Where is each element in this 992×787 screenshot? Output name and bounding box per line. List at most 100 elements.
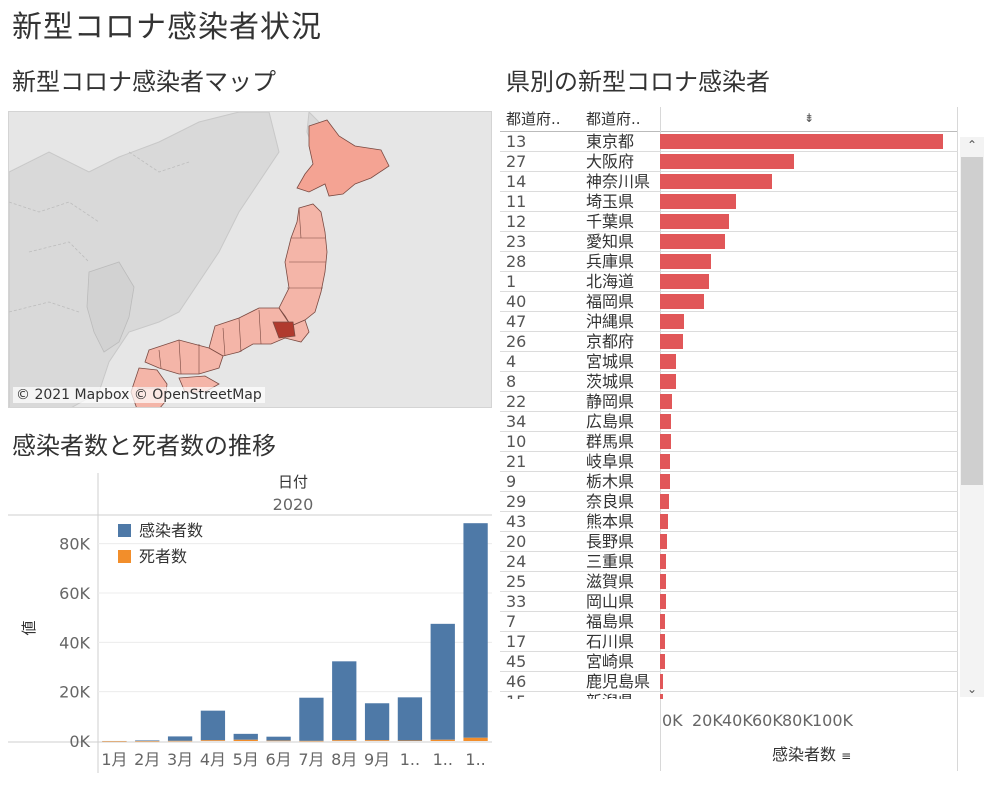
- table-row[interactable]: 46 鹿児島県: [500, 672, 958, 692]
- infection-bar[interactable]: [660, 574, 666, 589]
- table-row[interactable]: 13 東京都: [500, 132, 958, 152]
- trend-chart-svg[interactable]: 日付 2020 0K 20K 40K 60K 80K 値 1月 2月 3月 4月 5月 6月 7月 8月 9月 1…: [8, 473, 492, 773]
- bar-deaths[interactable]: [167, 740, 193, 742]
- infection-bar[interactable]: [660, 674, 663, 689]
- table-row[interactable]: 15 新潟県: [500, 692, 958, 699]
- table-row[interactable]: 8 茨城県: [500, 372, 958, 392]
- map-canvas[interactable]: [9, 112, 492, 408]
- bar-deaths[interactable]: [233, 739, 258, 741]
- bar-infections[interactable]: [463, 523, 488, 738]
- bar-deaths[interactable]: [332, 740, 357, 741]
- table-row[interactable]: 23 愛知県: [500, 232, 958, 252]
- table-row[interactable]: 25 滋賀県: [500, 572, 958, 592]
- table-row[interactable]: 43 熊本県: [500, 512, 958, 532]
- table-rows[interactable]: 13 東京都 27 大阪府 14 神奈川県 11 埼玉県 12 千葉県 23 愛知県 28 兵庫県 1 北海道…: [500, 132, 958, 699]
- table-row[interactable]: 12 千葉県: [500, 212, 958, 232]
- table-row[interactable]: 26 京都府: [500, 332, 958, 352]
- table-row[interactable]: 4 宮城県: [500, 352, 958, 372]
- table-row[interactable]: 11 埼玉県: [500, 192, 958, 212]
- sort-descending-icon[interactable]: ⇟: [804, 111, 815, 125]
- infection-bar[interactable]: [660, 494, 670, 509]
- infection-bar[interactable]: [660, 454, 671, 469]
- map-attribution[interactable]: © 2021 Mapbox © OpenStreetMap: [13, 387, 265, 403]
- column-header-name[interactable]: 都道府..: [586, 110, 641, 128]
- infection-bar[interactable]: [660, 614, 666, 629]
- bar-infections[interactable]: [266, 736, 291, 741]
- infection-bar[interactable]: [660, 154, 795, 169]
- scroll-thumb[interactable]: [961, 157, 983, 485]
- table-row[interactable]: 7 福島県: [500, 612, 958, 632]
- legend-swatch: [118, 524, 131, 537]
- table-row[interactable]: 21 岐阜県: [500, 452, 958, 472]
- infection-bar[interactable]: [660, 414, 672, 429]
- bar-deaths[interactable]: [299, 740, 324, 742]
- table-row[interactable]: 33 岡山県: [500, 592, 958, 612]
- table-row[interactable]: 10 群馬県: [500, 432, 958, 452]
- infection-bar[interactable]: [660, 514, 668, 529]
- infection-bar[interactable]: [660, 394, 673, 409]
- legend-label[interactable]: 感染者数: [139, 521, 203, 540]
- infection-bar[interactable]: [660, 654, 665, 669]
- table-row[interactable]: 29 奈良県: [500, 492, 958, 512]
- infection-bar[interactable]: [660, 234, 726, 249]
- bar-infections[interactable]: [430, 623, 455, 740]
- infection-bar[interactable]: [660, 374, 676, 389]
- table-row[interactable]: 34 広島県: [500, 412, 958, 432]
- bar-infections[interactable]: [364, 703, 390, 741]
- bar-deaths[interactable]: [135, 740, 160, 742]
- table-row[interactable]: 27 大阪府: [500, 152, 958, 172]
- bar-infections[interactable]: [233, 733, 258, 740]
- infection-bar[interactable]: [660, 534, 667, 549]
- infection-bar[interactable]: [660, 134, 943, 149]
- bar-infections[interactable]: [135, 740, 160, 741]
- infection-bar[interactable]: [660, 694, 663, 699]
- column-header-code[interactable]: 都道府..: [506, 110, 561, 128]
- bar-infections[interactable]: [299, 697, 324, 741]
- table-row[interactable]: 1 北海道: [500, 272, 958, 292]
- prefecture-map[interactable]: © 2021 Mapbox © OpenStreetMap: [8, 111, 492, 408]
- infection-bar[interactable]: [660, 434, 671, 449]
- infection-bar[interactable]: [660, 254, 711, 269]
- vertical-scrollbar[interactable]: ⌃ ⌄: [960, 137, 984, 697]
- infection-bar[interactable]: [660, 174, 772, 189]
- bar-deaths[interactable]: [266, 740, 291, 742]
- infection-bar[interactable]: [660, 294, 704, 309]
- infection-bar[interactable]: [660, 334, 683, 349]
- table-row[interactable]: 28 兵庫県: [500, 252, 958, 272]
- bar-infections[interactable]: [397, 697, 423, 741]
- table-row[interactable]: 14 神奈川県: [500, 172, 958, 192]
- table-row[interactable]: 22 静岡県: [500, 392, 958, 412]
- infection-bar[interactable]: [660, 274, 709, 289]
- table-row[interactable]: 45 宮崎県: [500, 652, 958, 672]
- infection-bar[interactable]: [660, 594, 666, 609]
- table-row[interactable]: 20 長野県: [500, 532, 958, 552]
- bar-deaths[interactable]: [102, 741, 127, 742]
- table-row[interactable]: 40 福岡県: [500, 292, 958, 312]
- bar-deaths[interactable]: [463, 737, 488, 741]
- prefecture-table[interactable]: 都道府.. 都道府.. ⇟ 13 東京都 27 大阪府 14 神奈川県 11 埼玉県 12 千葉県…: [500, 107, 988, 771]
- table-row[interactable]: 9 栃木県: [500, 472, 958, 492]
- legend-label[interactable]: 死者数: [139, 547, 187, 566]
- table-row[interactable]: 17 石川県: [500, 632, 958, 652]
- sort-icon[interactable]: ≡: [841, 749, 852, 763]
- bar-infections[interactable]: [332, 661, 357, 741]
- bar-infections[interactable]: [167, 736, 193, 741]
- infection-bar[interactable]: [660, 634, 665, 649]
- scroll-down-icon[interactable]: ⌄: [966, 682, 978, 696]
- bar-deaths[interactable]: [397, 740, 423, 742]
- bar-deaths[interactable]: [430, 739, 455, 741]
- infection-bar[interactable]: [660, 554, 667, 569]
- bar-deaths[interactable]: [200, 740, 226, 741]
- infection-bar[interactable]: [660, 314, 685, 329]
- infection-bar[interactable]: [660, 194, 737, 209]
- trend-chart[interactable]: 日付 2020 0K 20K 40K 60K 80K 値 1月 2月 3月 4月 5月 6月 7月 8月 9月 1…: [8, 473, 492, 773]
- prefecture-name: 兵庫県: [586, 252, 635, 271]
- infection-bar[interactable]: [660, 474, 670, 489]
- infection-bar[interactable]: [660, 354, 676, 369]
- bar-infections[interactable]: [200, 710, 226, 741]
- table-row[interactable]: 24 三重県: [500, 552, 958, 572]
- bar-deaths[interactable]: [364, 740, 390, 741]
- table-row[interactable]: 47 沖縄県: [500, 312, 958, 332]
- scroll-up-icon[interactable]: ⌃: [966, 138, 978, 152]
- infection-bar[interactable]: [660, 214, 730, 229]
